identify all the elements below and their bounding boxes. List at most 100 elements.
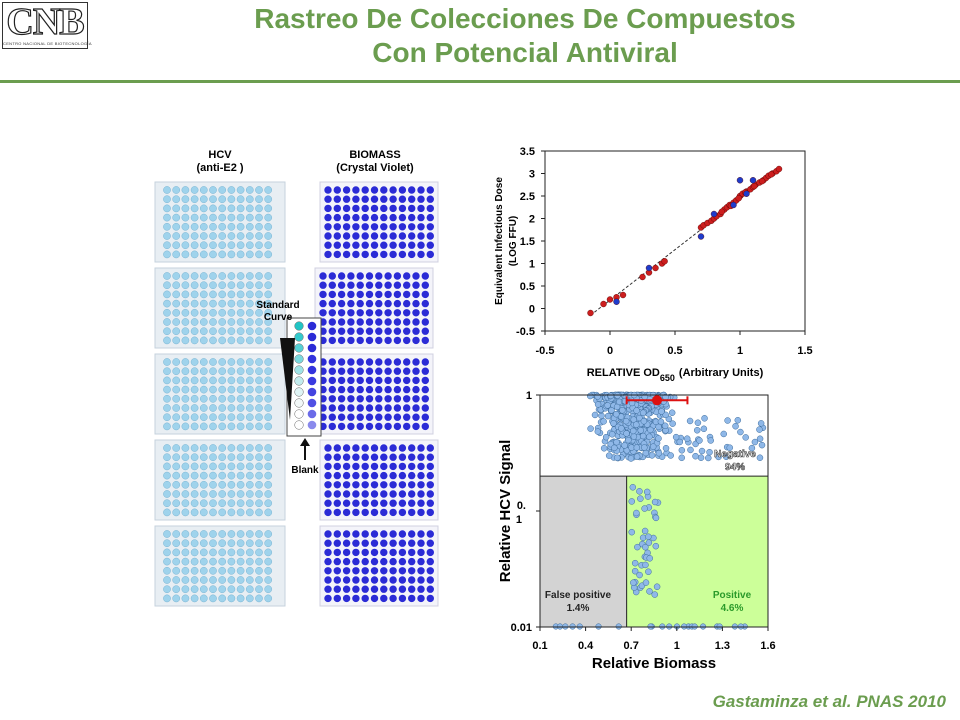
hcv-well xyxy=(172,490,181,498)
hcv-well xyxy=(236,318,245,326)
biomass-well xyxy=(333,567,341,575)
biomass-well xyxy=(408,204,416,213)
hcv-well xyxy=(199,576,208,584)
hcv-well xyxy=(264,222,273,231)
biomass-well xyxy=(347,299,355,308)
biomass-well xyxy=(342,539,351,547)
standard-well-biomass xyxy=(307,321,317,331)
hcv-well xyxy=(245,299,254,308)
biomass-well xyxy=(393,385,402,394)
biomass-well xyxy=(421,395,429,403)
biomass-well xyxy=(375,327,383,335)
biomass-well xyxy=(421,404,429,412)
biomass-well xyxy=(393,395,402,403)
hcv-well xyxy=(181,394,190,403)
biomass-well xyxy=(324,585,332,593)
hcv-well xyxy=(181,539,190,548)
quadrant-point xyxy=(615,623,622,630)
biomass-well xyxy=(421,336,429,345)
biomass-well xyxy=(324,213,332,222)
hcv-well xyxy=(172,299,181,308)
biomass-well xyxy=(412,281,420,289)
biomass-well xyxy=(380,508,388,517)
quadrant-point xyxy=(756,454,764,461)
hcv-well xyxy=(199,281,208,290)
scatter-y-tick-label: 1.5 xyxy=(520,236,535,248)
scatter-point xyxy=(697,233,705,240)
quadrant-point xyxy=(687,446,694,454)
biomass-well xyxy=(328,281,336,289)
biomass-well xyxy=(417,539,425,547)
quadrant-point xyxy=(631,567,639,575)
biomass-well xyxy=(380,530,388,538)
hcv-well xyxy=(181,336,190,345)
blank-arrowhead xyxy=(300,438,310,446)
biomass-well xyxy=(356,376,364,385)
citation: Gastaminza et al. PNAS 2010 xyxy=(712,692,946,711)
hcv-well xyxy=(199,290,208,299)
hcv-well xyxy=(209,566,217,575)
hcv-well xyxy=(172,327,181,336)
quadrant-point xyxy=(698,447,706,455)
hcv-well xyxy=(209,394,217,403)
hcv-well xyxy=(172,222,181,231)
hcv-well xyxy=(172,376,181,385)
quadrant-x-tick-label: 1.3 xyxy=(715,640,730,652)
biomass-well xyxy=(403,358,411,366)
biomass-well xyxy=(426,195,434,203)
hcv-well xyxy=(245,480,254,489)
biomass-well xyxy=(412,309,420,317)
biomass-well xyxy=(412,318,420,326)
hcv-well xyxy=(264,241,273,250)
hcv-well xyxy=(236,272,245,280)
standard-well-biomass xyxy=(307,420,317,430)
hcv-well xyxy=(172,585,181,594)
biomass-well xyxy=(365,318,374,326)
quadrant-point xyxy=(608,407,615,414)
hcv-well xyxy=(236,195,245,204)
hcv-well xyxy=(190,358,199,366)
hcv-well xyxy=(218,404,227,412)
biomass-well xyxy=(389,508,397,517)
positive-percent: 4.6% xyxy=(721,603,744,614)
quadrant-x-tick-label: 0.1 xyxy=(532,640,547,652)
biomass-well xyxy=(384,318,392,326)
hcv-well xyxy=(190,232,199,240)
hcv-well xyxy=(227,499,236,508)
hcv-well xyxy=(245,308,254,317)
biomass-well xyxy=(356,327,364,335)
biomass-well xyxy=(398,499,407,507)
hcv-well xyxy=(255,358,263,366)
title-line-2: Con Potencial Antiviral xyxy=(372,37,678,68)
biomass-well xyxy=(403,281,411,289)
hcv-well xyxy=(199,530,208,538)
hcv-well xyxy=(190,204,199,213)
biomass-well xyxy=(380,204,388,213)
quadrant-point xyxy=(641,444,648,451)
hcv-well xyxy=(218,318,227,326)
standard-well-biomass xyxy=(307,354,317,364)
biomass-well xyxy=(426,213,434,222)
hcv-well xyxy=(163,471,171,480)
biomass-well xyxy=(421,290,429,299)
biomass-well xyxy=(370,232,379,240)
biomass-well xyxy=(333,204,341,213)
scatter-x-tick-label: 1.5 xyxy=(797,345,812,357)
quadrant-point xyxy=(639,409,647,417)
biomass-well xyxy=(365,395,374,403)
hcv-well xyxy=(181,480,190,489)
positive-label: Positive xyxy=(713,590,752,601)
biomass-well xyxy=(408,557,416,566)
biomass-well xyxy=(356,336,364,345)
hcv-well xyxy=(227,204,236,213)
hcv-well xyxy=(172,462,181,471)
hcv-well xyxy=(236,422,245,431)
hcv-well xyxy=(218,394,227,403)
hcv-well xyxy=(209,241,217,250)
quadrant-point xyxy=(643,488,651,496)
quadrant-point xyxy=(636,571,643,579)
hcv-well xyxy=(255,195,263,204)
biomass-well xyxy=(426,232,434,240)
biomass-well xyxy=(347,404,355,412)
hcv-well xyxy=(163,250,171,259)
